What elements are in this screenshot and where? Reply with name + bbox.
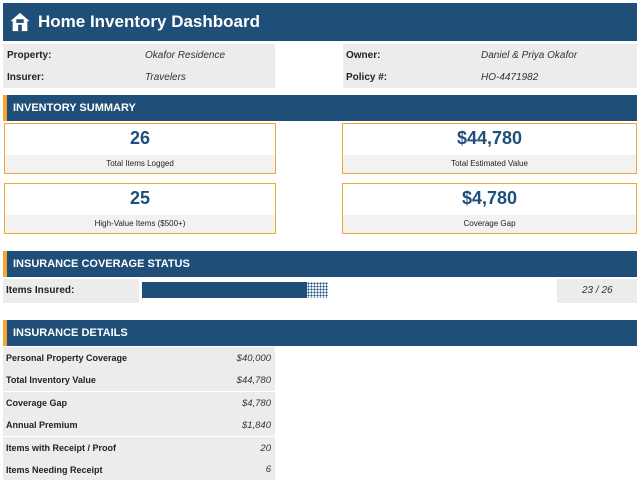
coverage-ratio-cell: 23 / 26 [557, 279, 637, 303]
detail-label: Items with Receipt / Proof [6, 443, 117, 453]
stat-label: Total Items Logged [5, 155, 275, 173]
stat-label: High-Value Items ($500+) [5, 215, 275, 233]
stat-card-coverage-gap: $4,780 Coverage Gap [342, 183, 637, 234]
detail-value: 6 [265, 464, 271, 475]
stat-card-total-value: $44,780 Total Estimated Value [342, 123, 637, 174]
stat-card-total-items: 26 Total Items Logged [4, 123, 276, 174]
owner-row: Owner: Daniel & Priya Okafor [343, 44, 637, 66]
stat-label: Coverage Gap [343, 215, 636, 233]
insurer-value: Travelers [145, 71, 186, 83]
stat-value: 25 [129, 188, 151, 208]
policy-value: HO-4471982 [481, 71, 539, 83]
policy-row: Policy #: HO-4471982 [343, 66, 637, 88]
detail-value: $4,780 [241, 397, 271, 409]
insurer-label: Insurer: [7, 71, 45, 83]
coverage-progress-bar [142, 282, 328, 298]
detail-label: Items Needing Receipt [6, 464, 103, 475]
progress-fill [142, 282, 307, 298]
items-insured-label: Items Insured: [6, 285, 75, 296]
progress-remaining [307, 282, 328, 298]
dashboard-header: Home Inventory Dashboard [3, 3, 637, 41]
coverage-status-header: INSURANCE COVERAGE STATUS [3, 251, 637, 277]
insurer-row: Insurer: Travelers [3, 66, 275, 88]
detail-label: Total Inventory Value [6, 375, 96, 385]
section-title: INSURANCE DETAILS [13, 327, 128, 339]
policy-label: Policy #: [346, 71, 388, 83]
detail-label: Coverage Gap [6, 398, 68, 408]
items-insured-label-cell: Items Insured: [3, 279, 139, 303]
detail-row: Coverage Gap $4,780 [3, 392, 275, 414]
house-icon [10, 12, 30, 32]
detail-row: Items Needing Receipt 6 [3, 459, 275, 480]
owner-label: Owner: [346, 49, 381, 61]
stat-label: Total Estimated Value [343, 155, 636, 173]
stat-value: 26 [129, 128, 151, 148]
property-row: Property: Okafor Residence [3, 44, 275, 66]
detail-value: 20 [260, 442, 271, 454]
page-title: Home Inventory Dashboard [38, 12, 260, 31]
detail-label: Annual Premium [6, 420, 78, 430]
stat-card-high-value: 25 High-Value Items ($500+) [4, 183, 276, 234]
inventory-summary-header: INVENTORY SUMMARY [3, 95, 637, 121]
property-value: Okafor Residence [145, 49, 226, 61]
coverage-ratio: 23 / 26 [582, 285, 613, 296]
detail-row: Total Inventory Value $44,780 [3, 369, 275, 391]
detail-label: Personal Property Coverage [6, 353, 128, 363]
property-label: Property: [7, 49, 52, 61]
detail-value: $44,780 [236, 374, 271, 386]
detail-row: Personal Property Coverage $40,000 [3, 347, 275, 369]
section-title: INVENTORY SUMMARY [13, 102, 136, 114]
detail-value: $1,840 [241, 419, 271, 431]
stat-value: $44,780 [456, 128, 523, 148]
detail-value: $40,000 [236, 352, 271, 364]
owner-value: Daniel & Priya Okafor [481, 49, 578, 61]
detail-row: Items with Receipt / Proof 20 [3, 437, 275, 459]
stat-value: $4,780 [461, 188, 518, 208]
insurance-details-header: INSURANCE DETAILS [3, 320, 637, 346]
detail-row: Annual Premium $1,840 [3, 414, 275, 436]
section-title: INSURANCE COVERAGE STATUS [13, 258, 190, 270]
